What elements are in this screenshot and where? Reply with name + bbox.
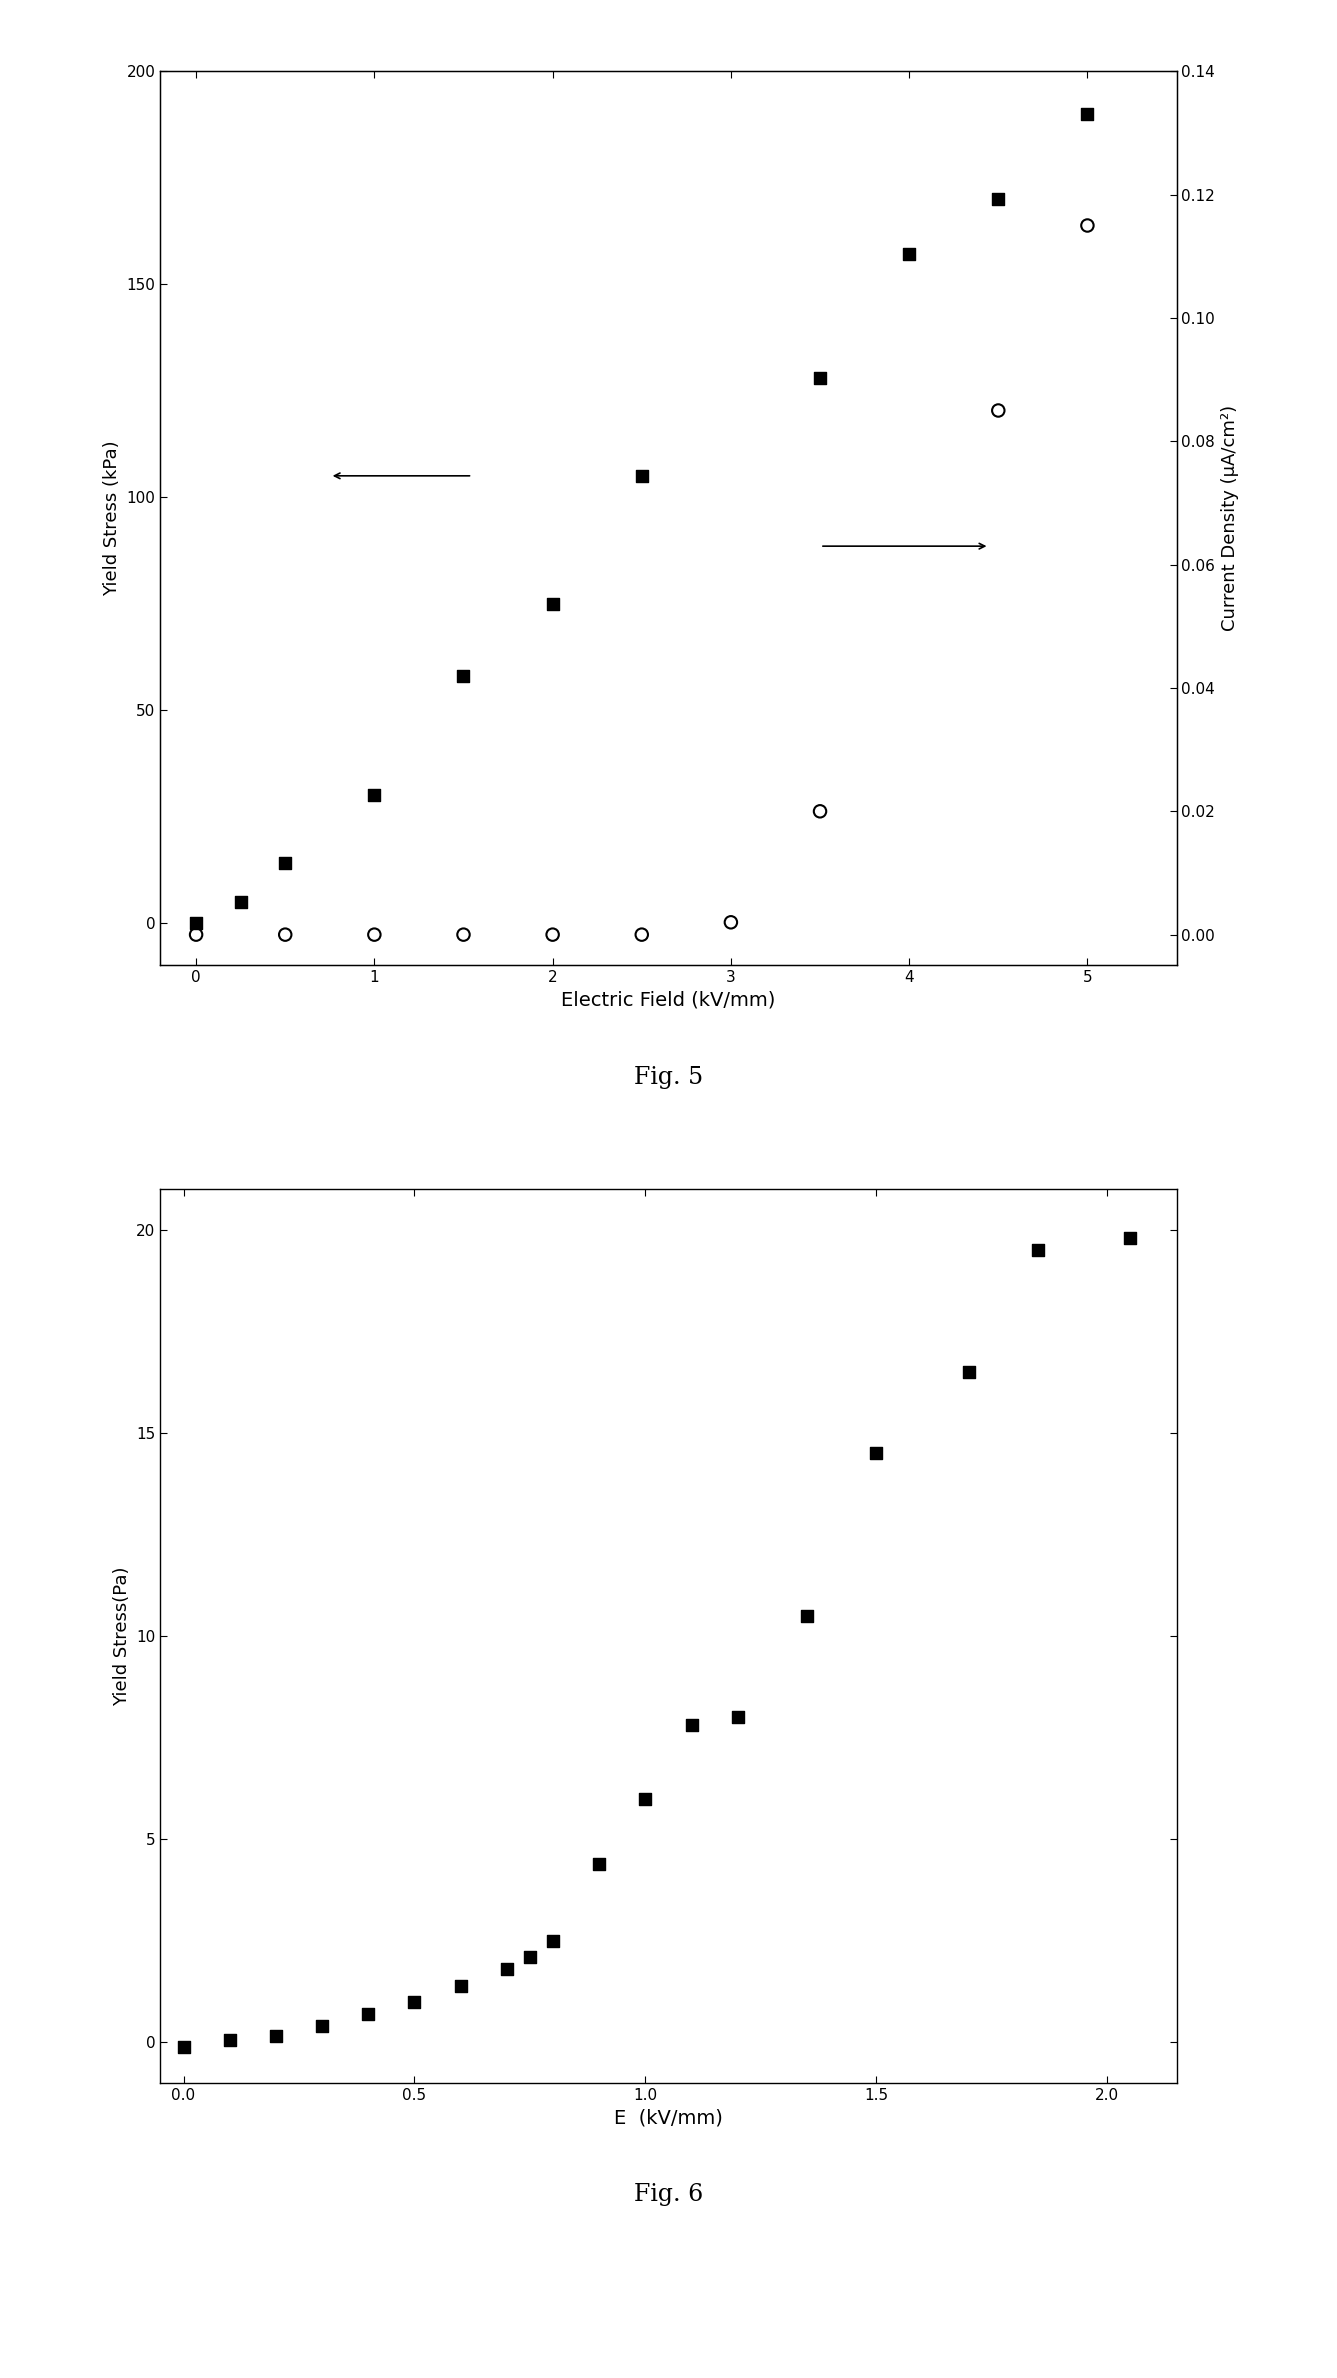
- Point: [1027, 1232, 1048, 1270]
- Point: [809, 359, 830, 397]
- Point: [230, 882, 251, 920]
- Point: [357, 1995, 378, 2033]
- Point: [453, 656, 475, 694]
- Point: [541, 585, 563, 623]
- Point: [186, 916, 207, 954]
- Point: [988, 392, 1009, 430]
- Point: [219, 2021, 241, 2059]
- Point: [453, 916, 475, 954]
- Point: [865, 1434, 886, 1472]
- Point: [1076, 207, 1098, 245]
- Point: [809, 792, 830, 830]
- Point: [1076, 95, 1098, 133]
- Point: [172, 2028, 194, 2066]
- Y-axis label: Yield Stress(Pa): Yield Stress(Pa): [112, 1567, 131, 1705]
- Point: [404, 1983, 425, 2021]
- Point: [631, 916, 652, 954]
- X-axis label: Electric Field (kV/mm): Electric Field (kV/mm): [562, 992, 775, 1011]
- Point: [635, 1779, 656, 1817]
- Point: [312, 2007, 333, 2045]
- Point: [274, 844, 295, 882]
- Y-axis label: Yield Stress (kPa): Yield Stress (kPa): [103, 440, 122, 597]
- Point: [364, 916, 385, 954]
- Point: [898, 235, 920, 273]
- Point: [588, 1845, 610, 1883]
- Point: [541, 916, 563, 954]
- Y-axis label: Current Density (μA/cm²): Current Density (μA/cm²): [1221, 404, 1239, 633]
- Point: [364, 775, 385, 813]
- Point: [727, 1698, 749, 1736]
- Text: Fig. 5: Fig. 5: [634, 1065, 703, 1089]
- Point: [797, 1596, 818, 1634]
- X-axis label: E  (kV/mm): E (kV/mm): [614, 2109, 723, 2128]
- Point: [1119, 1220, 1140, 1258]
- Point: [186, 904, 207, 942]
- Point: [519, 1938, 540, 1976]
- Point: [631, 457, 652, 495]
- Point: [451, 1967, 472, 2005]
- Point: [543, 1921, 564, 1959]
- Point: [988, 181, 1009, 219]
- Text: Fig. 6: Fig. 6: [634, 2183, 703, 2207]
- Point: [496, 1950, 517, 1988]
- Point: [265, 2017, 286, 2055]
- Point: [721, 904, 742, 942]
- Point: [959, 1353, 980, 1391]
- Point: [274, 916, 295, 954]
- Point: [681, 1707, 702, 1745]
